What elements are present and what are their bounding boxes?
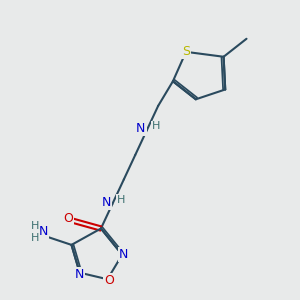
Text: H: H	[31, 221, 39, 231]
Text: N: N	[119, 248, 128, 261]
Text: S: S	[182, 45, 190, 58]
Text: H: H	[117, 195, 126, 205]
Text: H: H	[31, 233, 39, 243]
Text: N: N	[102, 196, 111, 209]
Text: H: H	[152, 122, 160, 131]
Text: O: O	[104, 274, 114, 287]
Text: N: N	[136, 122, 146, 135]
Text: N: N	[75, 268, 84, 281]
Text: N: N	[39, 225, 48, 238]
Text: O: O	[63, 212, 73, 225]
